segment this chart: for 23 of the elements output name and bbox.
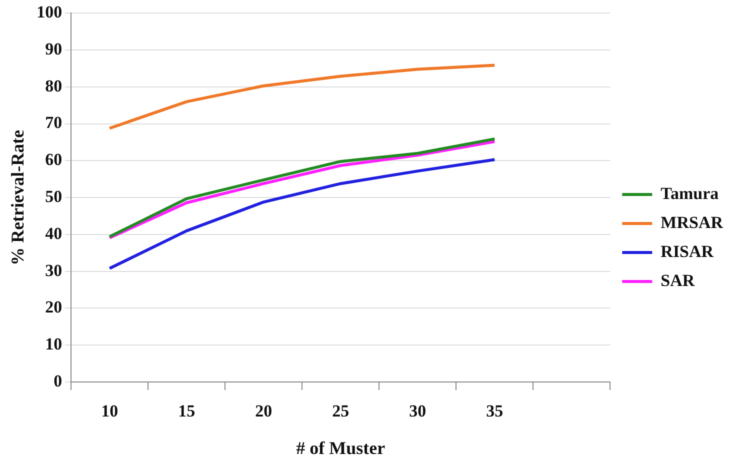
y-axis-title: % Retrieval-Rate xyxy=(7,130,28,266)
x-tick-label: 10 xyxy=(101,402,118,421)
x-tick-label: 20 xyxy=(255,402,272,421)
legend-label: Tamura xyxy=(660,184,720,203)
legend-label: MRSAR xyxy=(660,212,724,232)
legend-label: SAR xyxy=(660,270,696,290)
y-tick-label: 30 xyxy=(45,260,62,280)
y-tick-label: 40 xyxy=(45,224,62,243)
x-tick-label: 35 xyxy=(486,402,504,421)
y-tick-label: 70 xyxy=(45,113,62,132)
y-tick-label: 20 xyxy=(45,298,62,317)
x-tick-label: 15 xyxy=(178,402,196,421)
x-tick-label: 25 xyxy=(332,402,350,421)
y-tick-label: 0 xyxy=(54,371,62,390)
y-tick-label: 90 xyxy=(45,39,62,58)
y-tick-label: 50 xyxy=(45,186,62,206)
y-tick-label: 10 xyxy=(45,334,62,354)
x-tick-label: 30 xyxy=(409,402,426,421)
y-tick-label: 60 xyxy=(45,150,62,170)
legend-label: RISAR xyxy=(660,242,714,261)
y-tick-label: 80 xyxy=(45,76,62,96)
x-axis-title: # of Muster xyxy=(296,438,386,458)
y-tick-label: 100 xyxy=(36,2,62,22)
